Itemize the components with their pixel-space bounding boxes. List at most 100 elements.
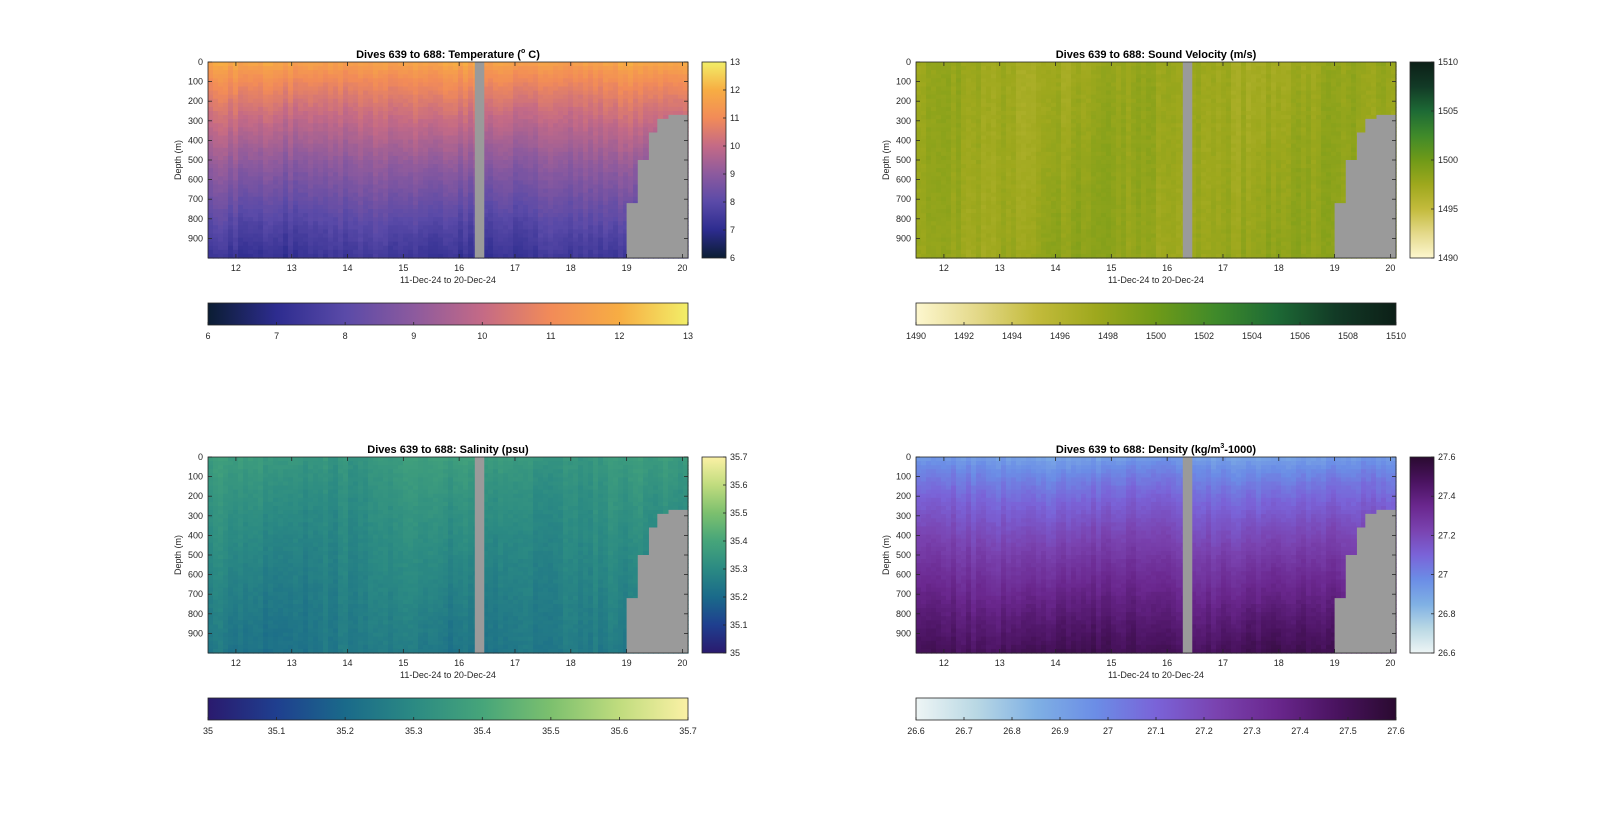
- heatmap-cell: [343, 176, 349, 182]
- heatmap-cell: [678, 74, 684, 79]
- heatmap-cell: [613, 241, 619, 247]
- heatmap-cell: [628, 115, 634, 120]
- heatmap-cell: [643, 135, 649, 141]
- heatmap-cell: [513, 115, 519, 120]
- heatmap-cell: [528, 139, 534, 145]
- heatmap-cell: [298, 221, 304, 226]
- heatmap-cell: [493, 115, 499, 120]
- heatmap-cell: [498, 164, 504, 169]
- heatmap-cell: [438, 70, 444, 75]
- heatmap-cell: [488, 221, 494, 226]
- heatmap-cell: [258, 209, 264, 214]
- heatmap-cell: [628, 98, 634, 104]
- heatmap-cell: [283, 213, 289, 218]
- heatmap-cell: [243, 123, 249, 128]
- heatmap-cell: [393, 253, 399, 259]
- heatmap-cell: [508, 200, 514, 206]
- heatmap-cell: [543, 139, 549, 145]
- heatmap-cell: [573, 119, 579, 124]
- heatmap-cell: [553, 70, 559, 75]
- heatmap-cell: [358, 249, 364, 255]
- heatmap-cell: [438, 111, 444, 116]
- heatmap-cell: [583, 82, 589, 88]
- heatmap-cell: [418, 168, 424, 173]
- heatmap-cell: [278, 119, 284, 124]
- heatmap-cell: [248, 221, 254, 226]
- heatmap-cells: [208, 62, 689, 259]
- heatmap-cell: [638, 62, 644, 67]
- heatmap-cell: [453, 123, 459, 128]
- heatmap-cell: [288, 217, 294, 222]
- heatmap-cell: [538, 237, 544, 243]
- heatmap-cell: [278, 111, 284, 116]
- heatmap-cell: [223, 225, 229, 231]
- heatmap-cell: [208, 217, 214, 222]
- heatmap-cell: [343, 168, 349, 173]
- heatmap-cell: [523, 143, 529, 149]
- heatmap-cell: [363, 151, 369, 157]
- heatmap-cell: [498, 192, 504, 198]
- heatmap-cell: [273, 225, 279, 231]
- heatmap-cell: [543, 249, 549, 255]
- heatmap-cell: [618, 131, 624, 137]
- heatmap-cell: [438, 74, 444, 79]
- heatmap-cell: [498, 143, 504, 149]
- heatmap-cell: [921, 204, 927, 210]
- heatmap-cell: [498, 209, 504, 214]
- heatmap-cell: [218, 94, 224, 100]
- heatmap-cell: [553, 225, 559, 231]
- heatmap-cell: [433, 62, 439, 67]
- heatmap-cell: [603, 192, 609, 198]
- heatmap-cell: [658, 66, 664, 71]
- heatmap-cell: [433, 209, 439, 214]
- heatmap-cell: [488, 119, 494, 124]
- heatmap-cell: [283, 253, 289, 259]
- heatmap-cell: [308, 164, 314, 169]
- heatmap-cell: [498, 237, 504, 243]
- heatmap-cell: [513, 192, 519, 198]
- heatmap-cell: [513, 200, 519, 206]
- heatmap-cell: [558, 90, 564, 96]
- heatmap-cell: [563, 106, 569, 112]
- heatmap-cell: [348, 188, 354, 194]
- heatmap-cell: [643, 151, 649, 157]
- heatmap-cell: [493, 237, 499, 243]
- heatmap-cell: [931, 204, 937, 210]
- heatmap-cell: [228, 253, 234, 259]
- heatmap-cell: [518, 164, 524, 169]
- heatmap-cell: [328, 143, 334, 149]
- heatmap-cell: [468, 102, 474, 108]
- heatmap-cell: [458, 78, 464, 84]
- heatmap-cell: [308, 106, 314, 112]
- heatmap-cell: [503, 233, 509, 239]
- heatmap-cell: [323, 74, 329, 79]
- heatmap-cell: [358, 245, 364, 251]
- heatmap-cell: [263, 241, 269, 247]
- heatmap-cell: [633, 119, 639, 124]
- heatmap-cell: [323, 200, 329, 206]
- heatmap-cell: [448, 143, 454, 149]
- heatmap-cell: [458, 102, 464, 108]
- heatmap-cell: [213, 221, 219, 226]
- heatmap-cell: [533, 180, 539, 186]
- heatmap-cell: [338, 168, 344, 173]
- heatmap-cell: [208, 106, 214, 112]
- heatmap-cell: [663, 115, 669, 120]
- heatmap-cell: [318, 135, 324, 141]
- heatmap-cell: [268, 229, 274, 235]
- heatmap-cell: [253, 209, 259, 214]
- heatmap-cell: [388, 135, 394, 141]
- heatmap-cell: [428, 204, 434, 210]
- heatmap-cell: [223, 253, 229, 259]
- heatmap-cell: [263, 147, 269, 153]
- heatmap-cell: [538, 168, 544, 173]
- heatmap-cell: [468, 172, 474, 177]
- heatmap-cell: [383, 123, 389, 128]
- heatmap-cell: [608, 74, 614, 79]
- heatmap-cell: [418, 241, 424, 247]
- heatmap-cell: [343, 172, 349, 177]
- heatmap-cell: [493, 62, 499, 67]
- heatmap-cell: [613, 168, 619, 173]
- heatmap-cell: [563, 168, 569, 173]
- heatmap-cell: [343, 160, 349, 165]
